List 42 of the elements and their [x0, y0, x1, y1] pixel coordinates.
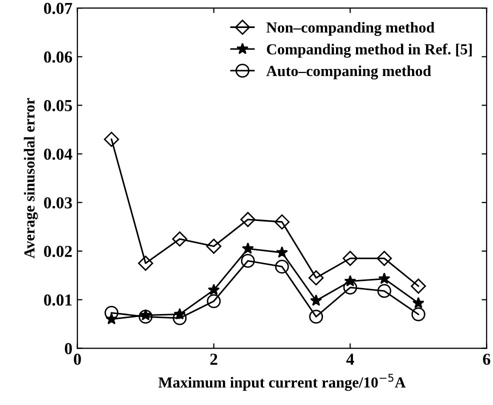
point [240, 254, 255, 268]
point [240, 212, 256, 228]
point [206, 238, 222, 254]
x-tick-label: 4 [346, 354, 354, 365]
point [378, 272, 390, 284]
point [208, 284, 220, 296]
y-tick-label: 0.04 [44, 148, 72, 160]
point [276, 246, 288, 258]
point [412, 296, 424, 308]
point [310, 294, 322, 306]
point [410, 278, 426, 294]
legend-label: Auto–companing method [266, 65, 432, 80]
point [172, 231, 188, 247]
y-tick-label: 0.03 [44, 197, 72, 209]
point [411, 307, 426, 322]
y-tick-label: 0.06 [44, 51, 72, 63]
point [308, 270, 324, 286]
point [138, 310, 153, 324]
legend-label: Non–companding method [266, 22, 434, 36]
y-tick-label: 0.05 [44, 100, 72, 112]
y-axis-title: Average sinusoidal error [24, 98, 38, 258]
point [104, 132, 120, 147]
y-tick-label: 0.02 [44, 246, 72, 258]
y-tick-label: 0.07 [44, 2, 72, 14]
legend-label: Companding method in Ref. [5] [266, 44, 472, 58]
x-tick-label: 2 [210, 354, 218, 365]
x-tick-label: 0 [74, 354, 81, 365]
point [138, 256, 154, 271]
x-tick-label: 6 [482, 354, 490, 365]
y-tick-label: 0.01 [44, 294, 72, 306]
point [377, 284, 392, 298]
x-axis-title: Maximum input current range/10$^{−5}$A [158, 374, 406, 391]
point [206, 294, 221, 308]
point [376, 250, 392, 266]
point [275, 260, 289, 274]
point [274, 214, 290, 230]
point [172, 311, 187, 326]
point [309, 310, 324, 324]
point [242, 242, 254, 254]
point [343, 280, 358, 294]
point [342, 250, 358, 266]
y-tick-label: 0 [64, 343, 72, 354]
